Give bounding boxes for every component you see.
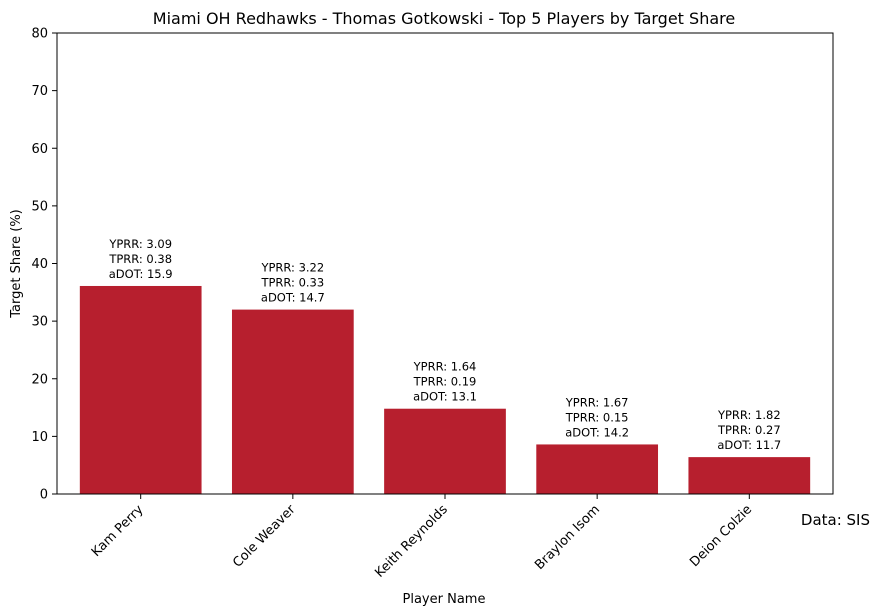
x-axis: Kam Perry Cole Weaver Keith Reynolds Braylo… (89, 494, 755, 581)
x-tick-label: Cole Weaver (230, 502, 299, 571)
bar-data-label: aDOT: 14.7 (261, 291, 325, 305)
bar (79, 285, 202, 494)
bar-data-label: YPRR: 3.22 (260, 261, 324, 275)
bar-data-label: aDOT: 11.7 (717, 438, 781, 452)
y-axis-label: Target Share (%) (9, 209, 24, 319)
bar-data-label: TPRR: 0.19 (413, 375, 477, 389)
bar-data-label: YPRR: 1.82 (717, 408, 781, 422)
y-tick-label: 60 (31, 142, 48, 157)
chart-title: Miami OH Redhawks - Thomas Gotkowski - T… (153, 9, 735, 28)
x-tick-label: Deion Colzie (687, 502, 755, 570)
bars-group (79, 285, 811, 494)
x-tick-label: Keith Reynolds (372, 502, 451, 581)
bar-data-label: YPRR: 1.64 (413, 360, 477, 374)
bar-data-label: TPRR: 0.15 (565, 410, 629, 424)
bar-data-label: YPRR: 1.67 (565, 395, 629, 409)
source-note: Data: SIS (801, 511, 870, 529)
bar (231, 309, 354, 494)
y-tick-label: 70 (31, 84, 48, 99)
bar (384, 408, 506, 494)
y-tick-label: 0 (40, 488, 48, 503)
bar-data-label: TPRR: 0.27 (717, 423, 781, 437)
x-tick-label: Braylon Isom (532, 502, 603, 573)
bar-data-label: aDOT: 14.2 (565, 425, 629, 439)
y-tick-label: 10 (31, 430, 48, 445)
x-tick-label: Kam Perry (89, 502, 147, 560)
y-tick-label: 80 (31, 27, 48, 42)
x-axis-label: Player Name (403, 592, 486, 607)
bar (536, 444, 659, 494)
y-tick-label: 30 (31, 315, 48, 330)
y-tick-label: 20 (31, 372, 48, 387)
bar-data-label: TPRR: 0.33 (260, 276, 324, 290)
y-tick-label: 50 (31, 199, 48, 214)
y-tick-label: 40 (31, 257, 48, 272)
bar (688, 457, 811, 494)
bar-data-label: TPRR: 0.38 (108, 252, 172, 266)
bar-data-label: aDOT: 13.1 (413, 390, 477, 404)
bar-data-label: aDOT: 15.9 (109, 267, 173, 281)
bar-data-label: YPRR: 3.09 (108, 237, 172, 251)
y-axis: 0 10 20 30 40 50 60 70 80 (31, 27, 57, 503)
